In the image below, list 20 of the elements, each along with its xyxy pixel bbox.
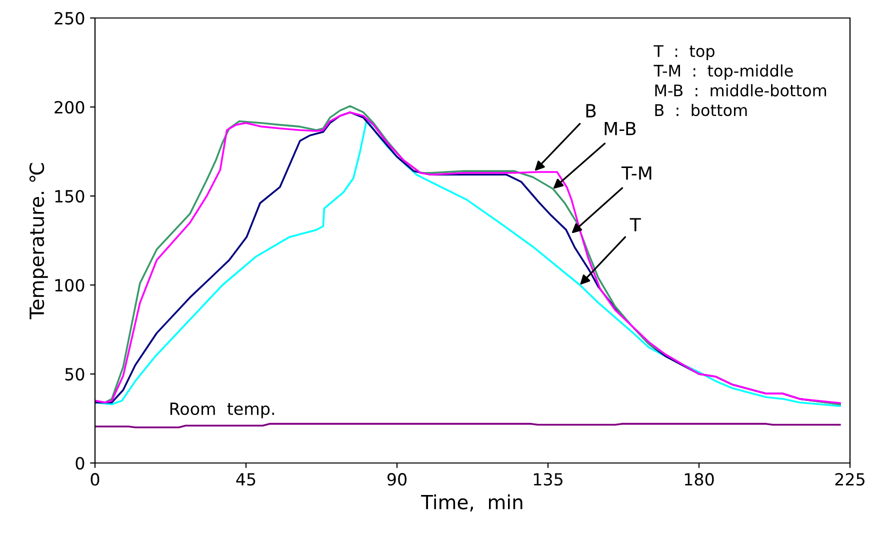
x-tick-label: 0 — [90, 473, 100, 486]
x-tick-label: 225 — [835, 473, 864, 486]
x-tick-label: 180 — [684, 473, 714, 486]
annotation: T-M — [621, 166, 652, 180]
annotation: T : top T-M : top-middle M-B : middle-bottom B : bottom — [654, 45, 826, 116]
y-axis-title: Temperature. ℃ — [29, 163, 48, 320]
x-axis-title: Time, min — [421, 494, 522, 512]
annotation: Room temp. — [170, 402, 274, 418]
y-tick-label: 100 — [55, 278, 84, 292]
annotation: M-B — [604, 122, 636, 136]
annotation: B — [586, 104, 596, 118]
x-tick-label: 135 — [534, 473, 562, 486]
y-tick-label: 0 — [76, 456, 84, 470]
y-tick-label: 250 — [54, 12, 84, 25]
y-tick-label: 200 — [54, 100, 84, 114]
annotation: T — [630, 218, 641, 232]
x-tick-label: 45 — [236, 473, 256, 486]
y-tick-label: 50 — [65, 368, 84, 381]
y-tick-label: 150 — [55, 190, 84, 203]
x-tick-label: 90 — [387, 473, 406, 486]
